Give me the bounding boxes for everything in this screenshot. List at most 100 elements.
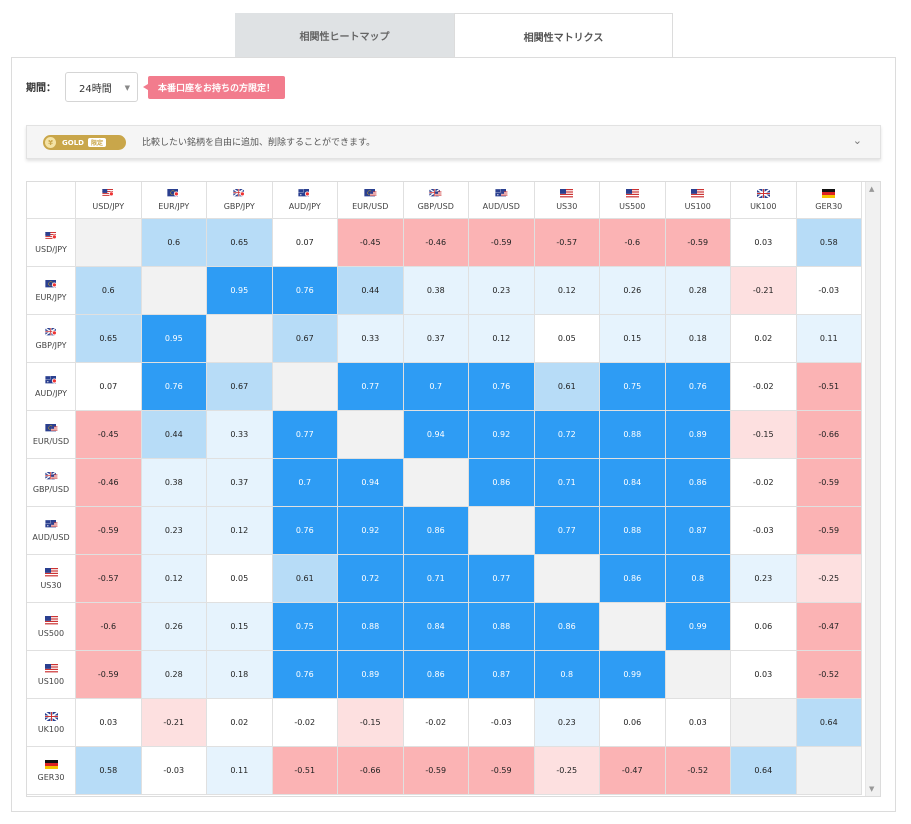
matrix-cell[interactable]: 0.12 (534, 267, 600, 315)
matrix-cell[interactable]: 0.65 (207, 219, 273, 267)
matrix-cell[interactable]: -0.59 (403, 747, 469, 795)
matrix-cell[interactable]: 0.15 (600, 315, 666, 363)
matrix-cell[interactable]: -0.59 (469, 219, 535, 267)
matrix-cell[interactable]: -0.25 (796, 555, 862, 603)
matrix-cell[interactable]: 0.67 (207, 363, 273, 411)
matrix-cell[interactable]: 0.23 (469, 267, 535, 315)
matrix-cell[interactable]: -0.21 (731, 267, 797, 315)
tab-matrix[interactable]: 相関性マトリクス (454, 13, 673, 58)
matrix-cell[interactable]: -0.59 (796, 459, 862, 507)
matrix-cell[interactable]: 0.88 (469, 603, 535, 651)
matrix-cell[interactable]: -0.66 (338, 747, 404, 795)
matrix-cell[interactable]: 0.84 (403, 603, 469, 651)
matrix-cell[interactable]: -0.47 (796, 603, 862, 651)
matrix-cell[interactable]: 0.03 (731, 651, 797, 699)
matrix-cell[interactable]: 0.92 (338, 507, 404, 555)
matrix-cell[interactable]: 0.88 (600, 507, 666, 555)
matrix-cell[interactable]: 0.18 (665, 315, 731, 363)
matrix-cell[interactable]: 0.23 (731, 555, 797, 603)
matrix-cell[interactable]: 0.03 (731, 219, 797, 267)
matrix-cell[interactable]: 0.87 (469, 651, 535, 699)
matrix-cell[interactable] (272, 363, 338, 411)
matrix-cell[interactable]: -0.15 (731, 411, 797, 459)
matrix-cell[interactable]: 0.02 (207, 699, 273, 747)
scroll-down-icon[interactable]: ▼ (869, 785, 875, 793)
matrix-cell[interactable]: -0.59 (76, 651, 142, 699)
matrix-cell[interactable]: 0.18 (207, 651, 273, 699)
matrix-cell[interactable]: 0.76 (665, 363, 731, 411)
matrix-cell[interactable] (207, 315, 273, 363)
matrix-cell[interactable]: -0.02 (403, 699, 469, 747)
matrix-cell[interactable]: 0.95 (141, 315, 207, 363)
matrix-cell[interactable]: 0.88 (338, 603, 404, 651)
matrix-cell[interactable]: -0.03 (469, 699, 535, 747)
matrix-cell[interactable]: 0.12 (141, 555, 207, 603)
matrix-cell[interactable]: -0.02 (731, 459, 797, 507)
matrix-cell[interactable]: 0.86 (534, 603, 600, 651)
matrix-cell[interactable]: 0.38 (403, 267, 469, 315)
matrix-cell[interactable]: 0.05 (534, 315, 600, 363)
matrix-cell[interactable]: -0.59 (665, 219, 731, 267)
matrix-cell[interactable]: 0.07 (272, 219, 338, 267)
matrix-cell[interactable]: -0.51 (272, 747, 338, 795)
matrix-cell[interactable]: -0.59 (469, 747, 535, 795)
matrix-cell[interactable]: 0.58 (76, 747, 142, 795)
matrix-cell[interactable]: 0.88 (600, 411, 666, 459)
matrix-cell[interactable]: 0.06 (731, 603, 797, 651)
matrix-cell[interactable]: 0.89 (338, 651, 404, 699)
chevron-down-icon[interactable]: ⌄ (852, 134, 862, 147)
matrix-cell[interactable]: 0.37 (403, 315, 469, 363)
matrix-cell[interactable]: 0.26 (141, 603, 207, 651)
matrix-cell[interactable]: 0.86 (403, 507, 469, 555)
matrix-cell[interactable]: 0.38 (141, 459, 207, 507)
matrix-cell[interactable]: -0.6 (76, 603, 142, 651)
matrix-cell[interactable]: 0.75 (272, 603, 338, 651)
matrix-cell[interactable]: -0.57 (76, 555, 142, 603)
matrix-cell[interactable]: -0.59 (76, 507, 142, 555)
matrix-cell[interactable]: 0.23 (534, 699, 600, 747)
matrix-cell[interactable]: 0.11 (207, 747, 273, 795)
matrix-cell[interactable]: 0.28 (665, 267, 731, 315)
matrix-cell[interactable]: 0.65 (76, 315, 142, 363)
matrix-cell[interactable]: 0.64 (796, 699, 862, 747)
matrix-cell[interactable]: 0.05 (207, 555, 273, 603)
matrix-cell[interactable]: -0.03 (141, 747, 207, 795)
matrix-cell[interactable]: 0.61 (272, 555, 338, 603)
matrix-cell[interactable]: 0.6 (76, 267, 142, 315)
matrix-cell[interactable]: 0.71 (534, 459, 600, 507)
matrix-cell[interactable]: 0.07 (76, 363, 142, 411)
scroll-up-icon[interactable]: ▲ (869, 185, 875, 193)
matrix-cell[interactable]: 0.77 (469, 555, 535, 603)
matrix-cell[interactable]: -0.52 (665, 747, 731, 795)
matrix-cell[interactable]: 0.71 (403, 555, 469, 603)
matrix-cell[interactable] (469, 507, 535, 555)
matrix-cell[interactable] (600, 603, 666, 651)
matrix-cell[interactable]: 0.28 (141, 651, 207, 699)
matrix-cell[interactable] (76, 219, 142, 267)
matrix-cell[interactable]: -0.47 (600, 747, 666, 795)
matrix-cell[interactable]: -0.6 (600, 219, 666, 267)
matrix-cell[interactable]: 0.72 (534, 411, 600, 459)
matrix-cell[interactable]: 0.44 (141, 411, 207, 459)
matrix-cell[interactable]: 0.33 (338, 315, 404, 363)
matrix-cell[interactable]: 0.8 (665, 555, 731, 603)
matrix-cell[interactable]: 0.12 (469, 315, 535, 363)
matrix-cell[interactable]: 0.87 (665, 507, 731, 555)
matrix-cell[interactable]: 0.86 (665, 459, 731, 507)
matrix-cell[interactable]: -0.46 (403, 219, 469, 267)
matrix-cell[interactable]: 0.44 (338, 267, 404, 315)
matrix-cell[interactable]: 0.7 (403, 363, 469, 411)
matrix-cell[interactable]: 0.12 (207, 507, 273, 555)
matrix-cell[interactable]: 0.03 (665, 699, 731, 747)
matrix-cell[interactable]: 0.92 (469, 411, 535, 459)
matrix-cell[interactable]: 0.86 (403, 651, 469, 699)
matrix-cell[interactable]: 0.76 (272, 651, 338, 699)
gold-feature-bar[interactable]: ¥ GOLD 限定 比較したい銘柄を自由に追加、削除することができます。 ⌄ (26, 125, 881, 159)
matrix-cell[interactable]: 0.67 (272, 315, 338, 363)
matrix-cell[interactable]: 0.94 (338, 459, 404, 507)
matrix-cell[interactable]: 0.02 (731, 315, 797, 363)
matrix-cell[interactable] (403, 459, 469, 507)
matrix-cell[interactable]: -0.25 (534, 747, 600, 795)
period-select[interactable]: 24時間 ▼ (65, 72, 138, 102)
matrix-cell[interactable]: 0.8 (534, 651, 600, 699)
